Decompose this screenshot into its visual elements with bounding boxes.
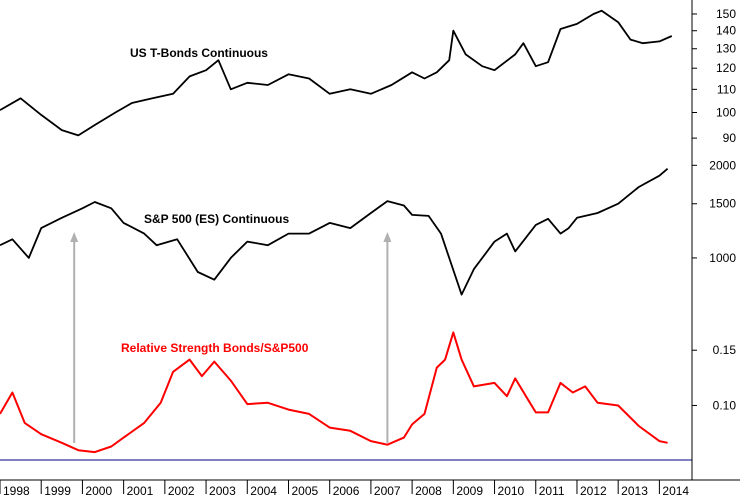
ratio-series-line: [0, 331, 668, 454]
x-tick-label: 2009: [456, 484, 483, 498]
bonds-y-tick-label: 100: [716, 106, 736, 120]
x-tick-label: 2000: [85, 484, 112, 498]
annotation-arrow-head: [383, 232, 392, 242]
bonds-y-tick-label: 120: [716, 61, 736, 75]
x-tick-label: 2013: [621, 484, 648, 498]
bonds-y-tick-label: 140: [716, 24, 736, 38]
x-axis: 1998 1999 2000 2001 2002 2003 2004 2005 2006 2007…: [0, 480, 689, 498]
bonds-series-label: US T-Bonds Continuous: [130, 46, 268, 60]
x-tick-label: 1998: [3, 484, 30, 498]
x-tick-label: 2008: [415, 484, 442, 498]
ratio-y-tick-label: 0.15: [713, 343, 737, 357]
bonds-series-line: [0, 9, 673, 137]
x-tick-label: 2004: [250, 484, 277, 498]
bonds-y-tick-label: 130: [716, 42, 736, 56]
arrow-layer: [70, 232, 392, 443]
annotation-arrow-head: [70, 232, 79, 242]
sp500-y-tick-label: 1500: [709, 197, 736, 211]
x-tick-label: 2002: [168, 484, 195, 498]
bonds-y-tick-label: 110: [717, 82, 736, 96]
series-layer: [0, 9, 673, 454]
x-tick-label: 2001: [127, 484, 154, 498]
sp500-y-tick-label: 1000: [709, 251, 736, 265]
sp500-series-line: [0, 168, 669, 296]
x-tick-label: 2014: [662, 484, 689, 498]
x-tick-label: 2006: [333, 484, 360, 498]
x-tick-label: 2011: [539, 484, 565, 498]
bonds-y-tick-label: 90: [723, 131, 737, 145]
x-tick-label: 2012: [580, 484, 607, 498]
bonds-y-tick-label: 150: [716, 7, 736, 21]
ratio-series-label: Relative Strength Bonds/S&P500: [121, 341, 309, 355]
x-tick-label: 2007: [374, 484, 401, 498]
ratio-y-tick-label: 0.10: [713, 398, 737, 412]
sp500-y-tick-label: 2000: [709, 158, 736, 172]
x-tick-label: 2005: [291, 484, 318, 498]
x-tick-label: 2003: [209, 484, 236, 498]
sp500-series-label: S&P 500 (ES) Continuous: [144, 212, 289, 226]
x-tick-label: 1999: [44, 484, 71, 498]
x-tick-label: 2010: [498, 484, 525, 498]
y-axis: 90 100 110 120 130 140 150 1000 1500 2000 0.15 0.10: [692, 7, 736, 412]
